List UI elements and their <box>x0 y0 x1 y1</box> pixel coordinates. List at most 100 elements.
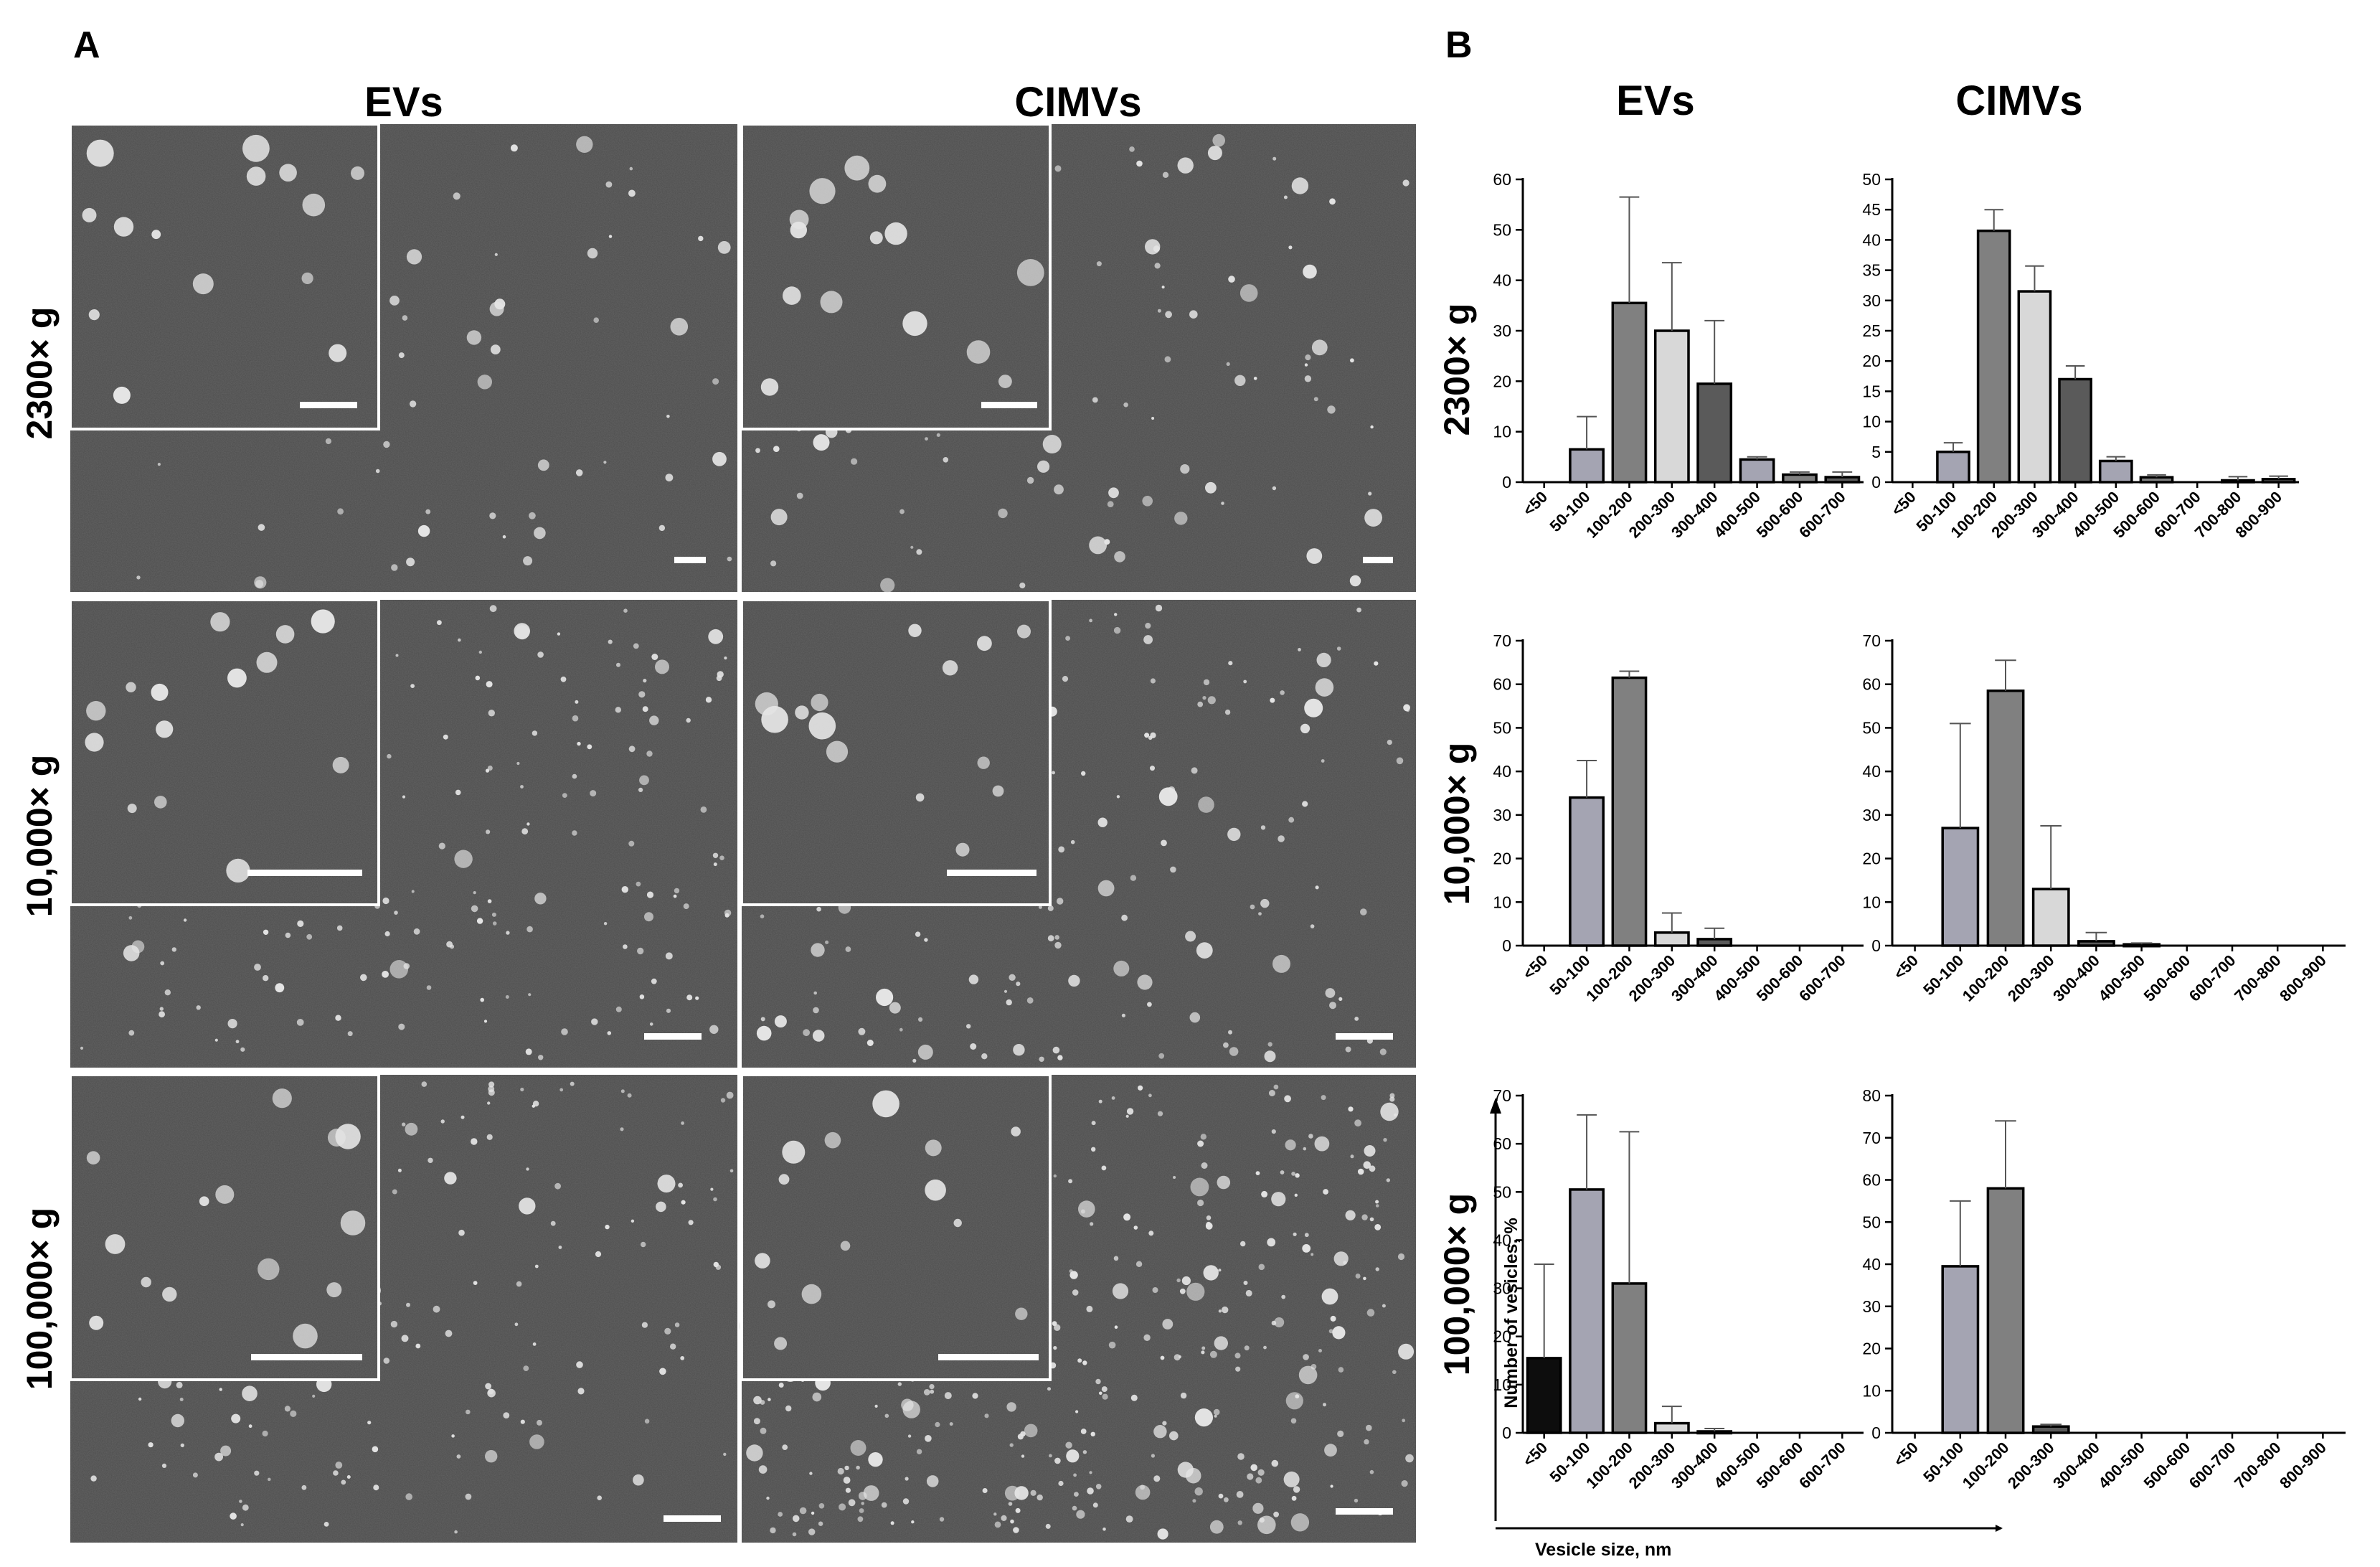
vesicle-particle <box>275 983 285 993</box>
x-axis-title: Vesicle size, nm <box>1535 1540 1671 1560</box>
vesicle-particle <box>1387 740 1392 745</box>
vesicle-particle <box>1303 1147 1307 1151</box>
bar <box>2017 290 2052 484</box>
vesicle-particle <box>1136 160 1143 167</box>
vesicle-particle <box>1080 1429 1087 1434</box>
vesicle-particle <box>263 975 269 982</box>
vesicle-particle <box>1379 1048 1387 1055</box>
vesicle-particle <box>80 1046 84 1050</box>
vesicle-particle <box>214 1038 218 1042</box>
vesicle-particle <box>1157 1528 1168 1540</box>
inset-vesicle <box>809 178 836 204</box>
vesicle-particle <box>1303 264 1317 279</box>
inset-vesicle <box>86 701 106 721</box>
vesicle-particle <box>290 1410 297 1417</box>
vesicle-particle <box>1123 1213 1131 1221</box>
vesicle-particle <box>1021 1454 1025 1458</box>
vesicle-particle <box>678 1182 683 1188</box>
inset-vesicle <box>162 1286 177 1302</box>
vesicle-particle <box>1009 1443 1014 1447</box>
inset-vesicle <box>872 1090 899 1118</box>
inset-vesicle <box>782 1140 806 1164</box>
vesicle-particle <box>532 1104 535 1108</box>
vesicle-particle <box>572 715 579 722</box>
inset-vesicle <box>977 756 990 769</box>
vesicle-particle <box>341 1479 346 1485</box>
vesicle-particle <box>390 1320 398 1328</box>
vesicle-particle <box>1245 1289 1252 1297</box>
y-tick-label: 10 <box>1862 413 1881 431</box>
vesicle-particle <box>1218 1493 1224 1499</box>
inset-vesicle <box>192 273 214 295</box>
vesicle-particle <box>603 461 607 464</box>
bar <box>2031 1425 2070 1434</box>
vesicle-particle <box>1123 402 1128 408</box>
vesicle-particle <box>1194 1487 1203 1496</box>
vesicle-particle <box>1144 733 1150 738</box>
vesicle-particle <box>1229 1047 1239 1056</box>
vesicle-particle <box>1073 1473 1077 1477</box>
vesicle-particle <box>1160 1355 1165 1360</box>
inset-vesicle <box>127 804 137 814</box>
vesicle-particle <box>306 933 313 940</box>
y-tick-label: 0 <box>1502 1424 1511 1442</box>
vesicle-particle <box>889 1002 901 1014</box>
vesicle-particle <box>1272 486 1277 491</box>
vesicle-particle <box>1382 1304 1386 1308</box>
y-tick-label: 0 <box>1502 473 1511 491</box>
vesicle-particle <box>1162 1319 1174 1330</box>
inset-vesicle <box>329 344 347 362</box>
bar <box>1986 1187 2025 1434</box>
vesicle-particle <box>809 1472 813 1475</box>
vesicle-particle <box>1311 339 1328 356</box>
vesicle-particle <box>902 1401 920 1418</box>
vesicle-particle <box>1271 1459 1279 1467</box>
vesicle-particle <box>485 1383 491 1390</box>
vesicle-particle <box>406 557 415 567</box>
y-tick-label: 25 <box>1862 321 1881 340</box>
vesicle-particle <box>562 793 567 798</box>
vesicle-particle <box>1008 1502 1013 1506</box>
vesicle-particle <box>665 952 673 960</box>
y-tick-label: 50 <box>1493 718 1511 737</box>
vesicle-particle <box>859 1508 864 1513</box>
vesicle-particle <box>1290 1418 1297 1424</box>
vesicle-particle <box>487 766 493 771</box>
vesicle-particle <box>623 944 628 949</box>
vesicle-particle <box>1345 1046 1351 1053</box>
inset-vesicle <box>301 272 313 284</box>
vesicle-particle <box>1270 697 1275 703</box>
inset-vesicle <box>113 217 134 237</box>
vesicle-particle <box>657 1175 676 1193</box>
vesicle-particle <box>686 994 693 1001</box>
vesicle-particle <box>1236 1491 1244 1498</box>
vesicle-particle <box>1147 1002 1152 1007</box>
vesicle-particle <box>1091 1121 1096 1126</box>
vesicle-particle <box>1113 1256 1119 1261</box>
vesicle-particle <box>397 1168 402 1172</box>
panel-b-row-2300g: 2300× g <box>1437 303 1477 436</box>
vesicle-particle <box>488 1089 495 1096</box>
vesicle-particle <box>655 659 669 674</box>
vesicle-particle <box>1203 679 1210 686</box>
vesicle-particle <box>1221 502 1224 505</box>
bar <box>1653 329 1690 484</box>
vesicle-particle <box>1174 512 1188 525</box>
vesicle-particle <box>770 560 777 567</box>
vesicle-particle <box>1369 1165 1376 1172</box>
vesicle-particle <box>670 1343 676 1350</box>
vesicle-particle <box>1153 245 1160 253</box>
vesicle-particle <box>519 1197 536 1215</box>
vesicle-particle <box>1261 1190 1268 1197</box>
vesicle-particle <box>411 890 415 893</box>
y-tick-label: 0 <box>1871 473 1881 491</box>
vesicle-particle <box>837 1467 844 1475</box>
vesicle-particle <box>905 1477 909 1481</box>
vesicle-particle <box>590 790 597 797</box>
vesicle-particle <box>1205 1222 1213 1230</box>
vesicle-particle <box>1355 1274 1361 1279</box>
vesicle-particle <box>1162 171 1169 178</box>
vesicle-particle <box>485 768 490 773</box>
y-tick-label: 30 <box>1862 806 1881 824</box>
vesicle-particle <box>347 1031 353 1037</box>
